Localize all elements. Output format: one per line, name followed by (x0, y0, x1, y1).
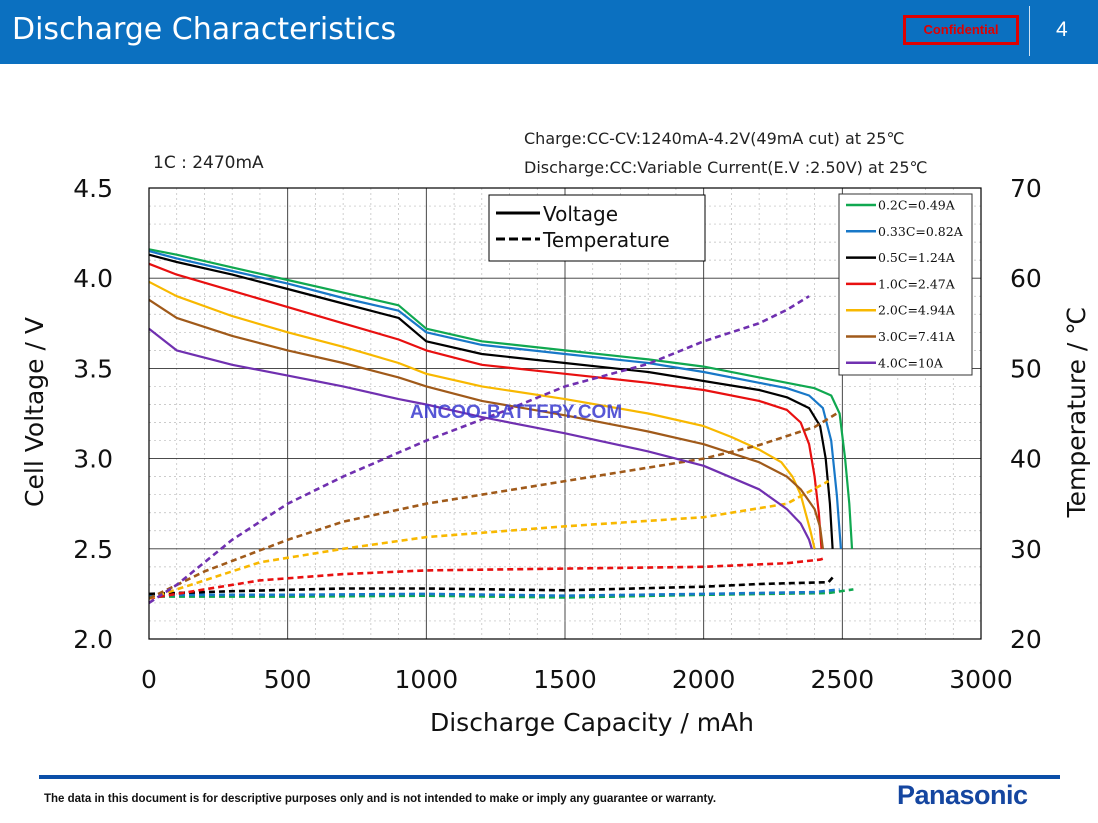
voltage-line-series-6 (148, 298, 824, 549)
y-tick-label: 3.0 (73, 445, 113, 474)
temperature-line-series-5 (148, 479, 830, 600)
y2-tick-label: 20 (1010, 625, 1042, 654)
x-tick-label: 500 (264, 665, 312, 694)
y-tick-label: 3.5 (73, 354, 113, 383)
slide-title: Discharge Characteristics (12, 12, 397, 47)
y2-tick-label: 50 (1010, 354, 1042, 383)
style-legend-solid-label: Voltage (543, 202, 618, 226)
footer-disclaimer: The data in this document is for descrip… (44, 793, 717, 805)
voltage-line-series-5 (148, 280, 816, 550)
plot-frame (148, 187, 982, 640)
x-axis-label: Discharge Capacity / mAh (430, 708, 754, 737)
page-number: 4 (1056, 18, 1068, 41)
y-tick-label: 2.0 (73, 625, 113, 654)
y-tick-label: 4.0 (73, 264, 113, 293)
discharge-annotation: Discharge:CC:Variable Current(E.V :2.50V… (524, 158, 928, 177)
temperature-line-series-3 (148, 575, 835, 596)
temperature-line-series-7 (148, 295, 810, 604)
series-legend-label: 1.0C=2.47A (878, 276, 956, 291)
series-legend-label: 3.0C=7.41A (878, 329, 956, 344)
y-axis-label: Cell Voltage / V (20, 317, 49, 507)
style-legend-box (488, 194, 706, 262)
voltage-line-series-2 (148, 250, 842, 549)
x-tick-label: 0 (141, 665, 157, 694)
x-tick-label: 1000 (395, 665, 459, 694)
series-legend: 0.2C=0.49A 0.33C=0.82A 0.5C=1.24A 1.0C=2.47… (838, 193, 973, 376)
charge-annotation: Charge:CC-CV:1240mA-4.2V(49mA cut) at 25… (524, 129, 904, 148)
y-tick-label: 2.5 (73, 535, 113, 564)
y2-tick-label: 40 (1010, 445, 1042, 474)
panasonic-logo: Panasonic (897, 780, 1028, 810)
line-style-legend: Voltage Temperature (488, 194, 706, 262)
x-tick-label: 3000 (949, 665, 1013, 694)
voltage-line-series-4 (148, 262, 823, 549)
watermark: ANCOO-BATTERY.COM (410, 402, 622, 423)
style-legend-dashed-label: Temperature (542, 228, 670, 252)
x-tick-label: 2000 (672, 665, 736, 694)
series-legend-label: 0.33C=0.82A (878, 224, 964, 239)
confidential-badge: Confidential (903, 15, 1019, 45)
temperature-line-series-4 (148, 556, 827, 600)
discharge-chart: 0 500 1000 1500 2000 2500 3000 2.0 2.5 3.0 3.5 4.0 4… (20, 129, 1091, 737)
temperature-line-series-6 (148, 412, 838, 600)
chart-ticks: 0 500 1000 1500 2000 2500 3000 2.0 2.5 3.0 3.5 4.0 4… (73, 174, 1042, 694)
series-legend-label: 0.5C=1.24A (878, 250, 956, 265)
y2-tick-label: 70 (1010, 174, 1042, 203)
header-divider (1029, 6, 1030, 56)
slide-header: Discharge Characteristics Confidential 4 (0, 0, 1098, 64)
y2-axis-label: Temperature / ℃ (1062, 307, 1091, 519)
temperature-line-series-2 (149, 588, 840, 598)
voltage-line-series-7 (148, 327, 813, 550)
y2-tick-label: 60 (1010, 264, 1042, 293)
series-legend-label: 0.2C=0.49A (878, 198, 956, 213)
y-tick-label: 4.5 (73, 174, 113, 203)
series-legend-label: 2.0C=4.94A (878, 303, 956, 318)
voltage-line-series-3 (148, 253, 834, 549)
x-tick-label: 1500 (533, 665, 597, 694)
voltage-line-series-1 (148, 248, 854, 549)
footer-divider (39, 775, 1060, 779)
c-rate-annotation: 1C : 2470mA (153, 153, 264, 173)
y2-tick-label: 30 (1010, 535, 1042, 564)
chart-curves (148, 248, 854, 604)
series-legend-label: 4.0C=10A (878, 355, 944, 370)
x-tick-label: 2500 (811, 665, 875, 694)
